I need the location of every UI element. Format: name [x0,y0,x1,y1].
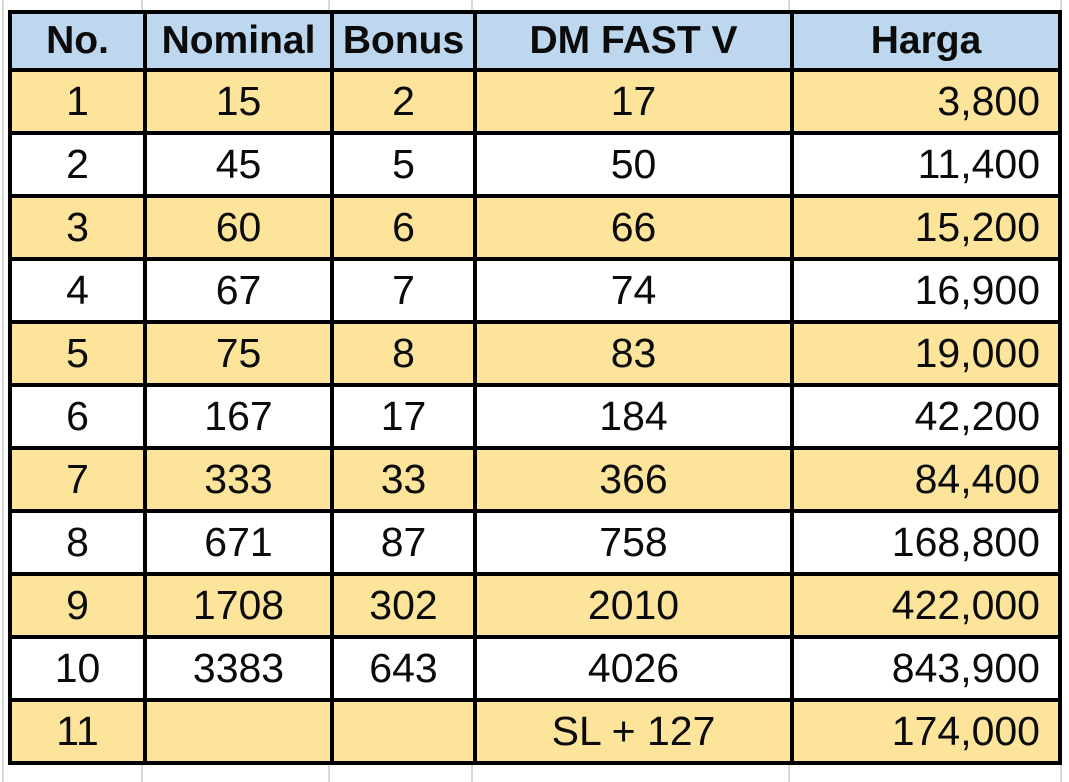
cell-dm-fast-v[interactable]: 74 [473,257,794,324]
column-header-bonus[interactable]: Bonus [330,10,477,72]
column-header-harga[interactable]: Harga [790,10,1062,72]
cell-dm-fast-v[interactable]: 366 [473,446,794,513]
column-header-no[interactable]: No. [8,10,147,72]
cell-bonus[interactable]: 33 [330,446,477,513]
cell-nominal[interactable]: 67 [143,257,334,324]
table-row: 6 167 17 184 42,200 [8,383,1062,450]
spreadsheet-gridline [2,0,4,782]
cell-no[interactable]: 11 [8,698,147,765]
cell-no[interactable]: 4 [8,257,147,324]
cell-harga[interactable]: 15,200 [790,194,1062,261]
cell-dm-fast-v[interactable]: 2010 [473,572,794,639]
cell-harga[interactable]: 84,400 [790,446,1062,513]
cell-dm-fast-v[interactable]: SL + 127 [473,698,794,765]
cell-harga[interactable]: 42,200 [790,383,1062,450]
cell-dm-fast-v[interactable]: 83 [473,320,794,387]
spreadsheet-gridline [1060,0,1062,782]
table-row: 4 67 7 74 16,900 [8,257,1062,324]
cell-dm-fast-v[interactable]: 184 [473,383,794,450]
cell-harga[interactable]: 843,900 [790,635,1062,702]
table-row: 3 60 6 66 15,200 [8,194,1062,261]
header-row: No. Nominal Bonus DM FAST V Harga [8,10,1062,72]
cell-nominal[interactable] [143,698,334,765]
table-row: 9 1708 302 2010 422,000 [8,572,1062,639]
table-row: 5 75 8 83 19,000 [8,320,1062,387]
table-row: 10 3383 643 4026 843,900 [8,635,1062,702]
cell-bonus[interactable] [330,698,477,765]
cell-harga[interactable]: 422,000 [790,572,1062,639]
table-row: 7 333 33 366 84,400 [8,446,1062,513]
cell-harga[interactable]: 3,800 [790,68,1062,135]
cell-dm-fast-v[interactable]: 66 [473,194,794,261]
table-body: 1 15 2 17 3,800 2 45 5 50 11,400 3 60 6 66 15,200 4 67 7 7… [8,68,1062,765]
cell-bonus[interactable]: 2 [330,68,477,135]
cell-nominal[interactable]: 15 [143,68,334,135]
cell-bonus[interactable]: 7 [330,257,477,324]
cell-bonus[interactable]: 6 [330,194,477,261]
cell-no[interactable]: 9 [8,572,147,639]
cell-bonus[interactable]: 302 [330,572,477,639]
cell-dm-fast-v[interactable]: 50 [473,131,794,198]
cell-nominal[interactable]: 60 [143,194,334,261]
cell-nominal[interactable]: 75 [143,320,334,387]
cell-nominal[interactable]: 167 [143,383,334,450]
cell-no[interactable]: 5 [8,320,147,387]
table-row: 2 45 5 50 11,400 [8,131,1062,198]
cell-no[interactable]: 3 [8,194,147,261]
cell-no[interactable]: 10 [8,635,147,702]
table-row: 8 671 87 758 168,800 [8,509,1062,576]
price-table: No. Nominal Bonus DM FAST V Harga 1 15 2 17… [8,10,1062,765]
cell-no[interactable]: 8 [8,509,147,576]
table-row: 1 15 2 17 3,800 [8,68,1062,135]
cell-bonus[interactable]: 17 [330,383,477,450]
cell-harga[interactable]: 16,900 [790,257,1062,324]
cell-dm-fast-v[interactable]: 17 [473,68,794,135]
column-header-nominal[interactable]: Nominal [143,10,334,72]
cell-nominal[interactable]: 3383 [143,635,334,702]
cell-nominal[interactable]: 333 [143,446,334,513]
cell-no[interactable]: 2 [8,131,147,198]
cell-bonus[interactable]: 5 [330,131,477,198]
cell-harga[interactable]: 168,800 [790,509,1062,576]
cell-nominal[interactable]: 1708 [143,572,334,639]
cell-no[interactable]: 7 [8,446,147,513]
cell-harga[interactable]: 174,000 [790,698,1062,765]
cell-no[interactable]: 1 [8,68,147,135]
table-row: 11 SL + 127 174,000 [8,698,1062,765]
cell-bonus[interactable]: 8 [330,320,477,387]
cell-nominal[interactable]: 45 [143,131,334,198]
cell-harga[interactable]: 19,000 [790,320,1062,387]
column-header-dm-fast-v[interactable]: DM FAST V [473,10,794,72]
cell-bonus[interactable]: 87 [330,509,477,576]
cell-bonus[interactable]: 643 [330,635,477,702]
cell-dm-fast-v[interactable]: 4026 [473,635,794,702]
cell-dm-fast-v[interactable]: 758 [473,509,794,576]
cell-no[interactable]: 6 [8,383,147,450]
cell-nominal[interactable]: 671 [143,509,334,576]
cell-harga[interactable]: 11,400 [790,131,1062,198]
